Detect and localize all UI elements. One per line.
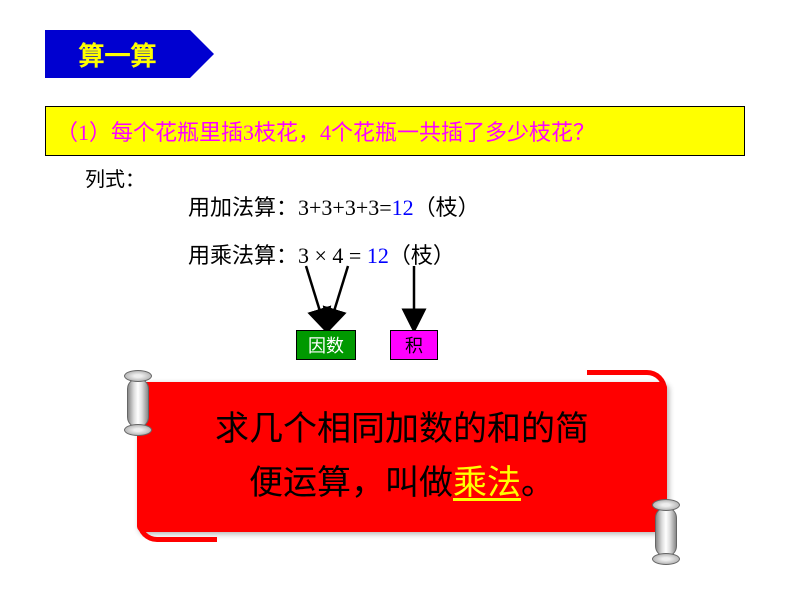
scroll-roll-icon <box>122 370 154 436</box>
scroll-roll-icon <box>650 499 682 565</box>
factor-label: 因数 <box>308 332 344 358</box>
scroll-body: 求几个相同加数的和的简 便运算，叫做乘法。 <box>137 382 667 532</box>
conclusion-line2-post: 。 <box>521 465 555 502</box>
addition-prefix: 用加法算：3+3+3+3= <box>188 195 392 220</box>
conclusion-line2-pre: 便运算，叫做 <box>249 465 453 502</box>
conclusion-highlight: 乘法 <box>453 465 521 502</box>
formula-label: 列式： <box>85 163 145 192</box>
conclusion-scroll: 求几个相同加数的和的简 便运算，叫做乘法。 <box>122 370 682 570</box>
title-banner-text: 算一算 <box>78 36 156 73</box>
scroll-curl-decoration <box>137 522 217 542</box>
conclusion-line1: 求几个相同加数的和的简 <box>215 403 589 457</box>
factor-label-box: 因数 <box>296 330 356 360</box>
arrows-diagram <box>296 263 496 335</box>
product-label: 积 <box>405 332 423 358</box>
conclusion-line2: 便运算，叫做乘法。 <box>249 457 555 511</box>
product-label-box: 积 <box>390 330 438 360</box>
question-box: （1）每个花瓶里插3枝花，4个花瓶一共插了多少枝花？ <box>45 106 745 156</box>
addition-line: 用加法算：3+3+3+3=12（枝） <box>188 190 480 222</box>
title-banner: 算一算 <box>45 30 190 78</box>
addition-suffix: （枝） <box>414 195 480 220</box>
addition-result: 12 <box>392 195 414 220</box>
question-text: （1）每个花瓶里插3枝花，4个花瓶一共插了多少枝花？ <box>56 120 595 145</box>
